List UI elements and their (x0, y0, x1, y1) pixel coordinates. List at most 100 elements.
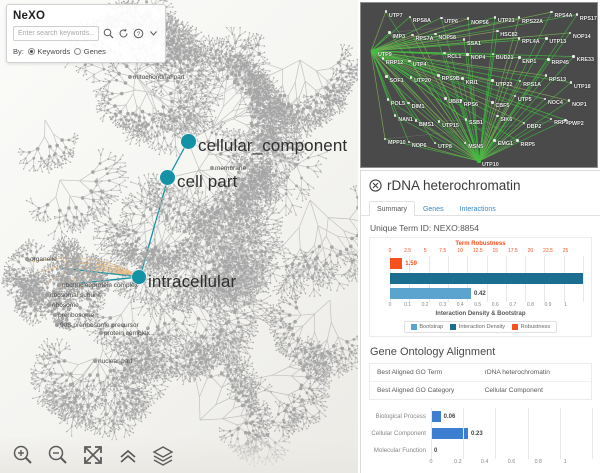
network-node[interactable] (461, 77, 464, 80)
network-node[interactable] (545, 37, 548, 40)
node-cell-part[interactable] (160, 170, 175, 185)
network-hub-node[interactable] (373, 49, 377, 53)
legend-item[interactable]: Bootstrap (410, 324, 443, 330)
go-chart-track: 0 (431, 442, 592, 459)
help-icon[interactable]: ? (132, 28, 144, 40)
network-node[interactable] (564, 118, 567, 122)
network-node[interactable] (491, 101, 494, 104)
tree-node[interactable] (210, 166, 214, 170)
network-node[interactable] (407, 140, 411, 144)
node-intracellular[interactable] (132, 270, 146, 284)
network-node[interactable] (437, 120, 441, 123)
panel-tabs: Summary Genes Interactions (361, 200, 600, 216)
network-node[interactable] (443, 97, 447, 100)
network-node[interactable] (393, 114, 397, 117)
tree-node[interactable] (25, 257, 29, 261)
search-icon[interactable] (102, 28, 114, 40)
network-node[interactable] (464, 118, 468, 121)
zoom-in-icon[interactable] (12, 444, 34, 466)
close-icon[interactable] (369, 179, 382, 192)
tree-node[interactable] (53, 313, 57, 317)
axis-tick: 0.6 (508, 459, 538, 468)
axis-tick: 0.7 (509, 302, 531, 310)
network-node[interactable] (549, 117, 553, 121)
network-node[interactable] (383, 137, 387, 141)
tree-node[interactable] (55, 323, 59, 327)
search-row: ? (13, 26, 159, 41)
network-hub-node[interactable] (477, 159, 481, 163)
network-node[interactable] (517, 16, 521, 19)
tree-node[interactable] (47, 303, 51, 307)
network-node[interactable] (491, 79, 495, 82)
network-node[interactable] (572, 55, 575, 58)
node-cellular-component[interactable] (181, 134, 196, 149)
layers-icon[interactable] (152, 444, 174, 466)
zoom-out-icon[interactable] (47, 444, 69, 466)
network-node[interactable] (408, 15, 412, 19)
network-node[interactable] (495, 114, 499, 118)
network-node[interactable] (407, 101, 410, 105)
network-node[interactable] (517, 56, 521, 60)
axis-tick: 0.2 (422, 302, 443, 310)
fit-screen-icon[interactable] (82, 444, 104, 466)
network-node[interactable] (459, 99, 463, 102)
refresh-icon[interactable] (117, 28, 129, 40)
network-node[interactable] (466, 52, 470, 56)
network-node[interactable] (517, 36, 521, 40)
tree-node[interactable] (45, 293, 49, 297)
network-node[interactable] (493, 16, 497, 19)
go-bar: 0.06 (431, 411, 455, 422)
network-node[interactable] (386, 98, 390, 101)
network-node[interactable] (388, 31, 391, 34)
network-node[interactable] (567, 99, 571, 103)
network-node[interactable] (439, 16, 443, 20)
network-node[interactable] (522, 121, 526, 125)
tree-node[interactable] (93, 359, 97, 363)
network-node[interactable] (491, 52, 495, 56)
tab-genes[interactable]: Genes (415, 201, 452, 216)
legend-item[interactable]: Interaction Density (450, 324, 505, 330)
radio-keywords[interactable]: Keywords (27, 47, 70, 56)
radio-genes[interactable]: Genes (74, 47, 106, 56)
tree-node[interactable] (128, 75, 132, 79)
network-node[interactable] (568, 31, 572, 35)
network-node[interactable] (384, 10, 388, 13)
axis-tick: 0.5 (474, 302, 496, 310)
network-node[interactable] (408, 59, 412, 63)
network-node[interactable] (466, 17, 470, 20)
network-node[interactable] (385, 75, 388, 78)
network-node[interactable] (409, 75, 413, 79)
network-node[interactable] (543, 97, 547, 101)
network-node[interactable] (550, 10, 553, 14)
network-node[interactable] (381, 57, 385, 60)
search-input[interactable] (13, 26, 99, 41)
tree-node[interactable] (57, 283, 61, 287)
network-node[interactable] (516, 139, 519, 143)
network-node[interactable] (544, 74, 548, 78)
network-node[interactable] (547, 57, 550, 61)
legend-item[interactable]: Robustness (512, 324, 550, 330)
network-node[interactable] (493, 139, 497, 142)
network-node[interactable] (462, 38, 466, 42)
network-node[interactable] (575, 13, 579, 17)
gene-interaction-network[interactable]: UTP7RPS8AUTP6NOP56UTP21RPS22ARPS4ARPS17B… (360, 2, 598, 168)
network-node[interactable] (411, 33, 414, 37)
network-node[interactable] (443, 51, 446, 55)
network-node[interactable] (463, 141, 467, 145)
collapse-icon[interactable] (117, 444, 139, 466)
network-node[interactable] (433, 141, 437, 145)
network-node[interactable] (513, 94, 517, 98)
axis-tick: 1 (564, 459, 592, 468)
network-node[interactable] (437, 74, 441, 77)
network-node[interactable] (495, 29, 499, 33)
network-node[interactable] (518, 79, 522, 83)
tab-interactions[interactable]: Interactions (452, 201, 504, 216)
tree-node[interactable] (99, 331, 103, 335)
network-node[interactable] (569, 81, 573, 84)
ontology-tree-view[interactable]: cellular_component cell part intracellul… (0, 0, 358, 473)
tab-summary[interactable]: Summary (369, 201, 415, 216)
chevron-down-icon[interactable] (147, 28, 159, 40)
network-node[interactable] (414, 119, 418, 122)
grid-line (527, 408, 529, 459)
network-node[interactable] (434, 32, 437, 36)
